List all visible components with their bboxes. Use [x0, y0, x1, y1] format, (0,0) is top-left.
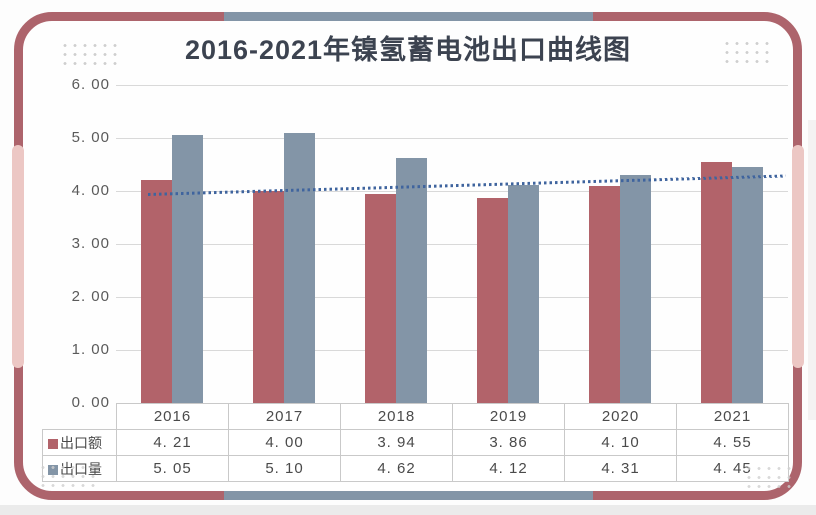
- table-cell-export-volume-2019: 4. 12: [452, 455, 565, 482]
- bar-export-value-2019: [477, 198, 508, 403]
- table-year-header-2020: 2020: [564, 403, 677, 430]
- y-axis-tick-label: 5. 00: [71, 129, 110, 146]
- y-gridline: [116, 244, 788, 245]
- bar-export-volume-2018: [396, 158, 427, 403]
- bar-export-volume-2017: [284, 132, 315, 403]
- border-accent-right-pink: [792, 145, 804, 368]
- bar-export-value-2020: [589, 185, 620, 403]
- table-cell-export-value-2017: 4. 00: [228, 429, 341, 456]
- bar-export-volume-2019: [508, 184, 539, 403]
- dot-grid-decoration-top-right: [722, 39, 774, 66]
- page-edge-shadow-bottom: [0, 505, 816, 515]
- table-cell-export-value-2019: 3. 86: [452, 429, 565, 456]
- dot-grid-decoration-bottom-right: [744, 464, 792, 488]
- dot-grid-decoration-top-left: [60, 41, 118, 68]
- table-cell-export-value-2016: 4. 21: [116, 429, 229, 456]
- y-axis-tick-label: 0. 00: [71, 394, 110, 411]
- table-cell-export-volume-2018: 4. 62: [340, 455, 453, 482]
- chart-title: 2016-2021年镍氢蓄电池出口曲线图: [184, 35, 632, 65]
- table-corner-cell: [43, 404, 117, 430]
- legend-swatch-export-value: [48, 438, 58, 449]
- y-gridline: [116, 297, 788, 298]
- table-cell-export-value-2021: 4. 55: [676, 429, 789, 456]
- table-year-header-2018: 2018: [340, 403, 453, 430]
- table-year-header-2016: 2016: [116, 403, 229, 430]
- table-cell-export-volume-2017: 5. 10: [228, 455, 341, 482]
- y-axis-tick-label: 4. 00: [71, 182, 110, 199]
- y-gridline: [116, 350, 788, 351]
- dot-grid-decoration-bottom-left: [38, 463, 96, 489]
- table-row-export-value: 出口额 4. 21 4. 00 3. 94 3. 86 4. 10 4. 55: [42, 429, 789, 456]
- y-axis-tick-label: 3. 00: [71, 235, 110, 252]
- table-year-header-2017: 2017: [228, 403, 341, 430]
- y-axis-tick-label: 6. 00: [71, 76, 110, 93]
- table-cell-export-value-2018: 3. 94: [340, 429, 453, 456]
- bar-export-volume-2016: [172, 135, 203, 403]
- border-accent-left-pink: [12, 145, 24, 368]
- bar-export-value-2016: [141, 179, 172, 403]
- border-accent-bottom-gray: [224, 491, 593, 500]
- table-row-export-volume: 出口量5. 055. 104. 624. 124. 314. 45: [42, 455, 789, 482]
- border-accent-top-gray: [224, 12, 593, 21]
- y-gridline: [116, 191, 788, 192]
- table-year-header-2021: 2021: [676, 403, 789, 430]
- y-axis-tick-label: 2. 00: [71, 288, 110, 305]
- y-gridline: [116, 138, 788, 139]
- y-axis-tick-label: 1. 00: [71, 341, 110, 358]
- table-cell-export-value-2020: 4. 10: [564, 429, 677, 456]
- table-header-row: 2016 2017 2018 2019 2020 2021: [43, 403, 789, 430]
- bar-export-volume-2020: [620, 174, 651, 403]
- y-gridline: [116, 85, 788, 86]
- legend-row-label-export-value: 出口额: [42, 429, 117, 456]
- page-edge-shadow-right: [808, 120, 816, 420]
- trendline-dotted: [147, 174, 787, 196]
- chart-data-table: 2016 2017 2018 2019 2020 2021 出口额 4. 21 4. 00 3. …: [42, 403, 789, 482]
- table-year-header-2019: 2019: [452, 403, 565, 430]
- bar-export-value-2021: [701, 161, 732, 403]
- bar-export-volume-2021: [732, 167, 763, 403]
- bar-export-value-2017: [253, 191, 284, 403]
- bar-export-value-2018: [365, 194, 396, 403]
- table-cell-export-volume-2020: 4. 31: [564, 455, 677, 482]
- table-cell-export-volume-2016: 5. 05: [116, 455, 229, 482]
